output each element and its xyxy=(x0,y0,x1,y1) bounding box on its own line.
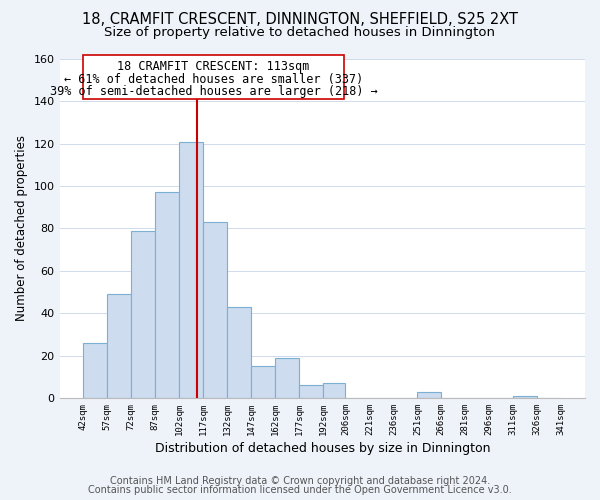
Bar xyxy=(155,192,179,398)
Bar xyxy=(275,358,299,398)
Text: 18, CRAMFIT CRESCENT, DINNINGTON, SHEFFIELD, S25 2XT: 18, CRAMFIT CRESCENT, DINNINGTON, SHEFFI… xyxy=(82,12,518,28)
Bar xyxy=(323,383,346,398)
Bar xyxy=(418,392,441,398)
Bar xyxy=(251,366,275,398)
Bar xyxy=(131,230,155,398)
Text: 18 CRAMFIT CRESCENT: 113sqm: 18 CRAMFIT CRESCENT: 113sqm xyxy=(118,60,310,73)
Text: Size of property relative to detached houses in Dinnington: Size of property relative to detached ho… xyxy=(104,26,496,39)
Bar xyxy=(83,343,107,398)
Text: ← 61% of detached houses are smaller (337): ← 61% of detached houses are smaller (33… xyxy=(64,73,363,86)
Text: Contains HM Land Registry data © Crown copyright and database right 2024.: Contains HM Land Registry data © Crown c… xyxy=(110,476,490,486)
Bar xyxy=(513,396,537,398)
Bar xyxy=(107,294,131,398)
Bar xyxy=(203,222,227,398)
Bar xyxy=(179,142,203,398)
Text: Contains public sector information licensed under the Open Government Licence v3: Contains public sector information licen… xyxy=(88,485,512,495)
Bar xyxy=(227,307,251,398)
Text: 39% of semi-detached houses are larger (218) →: 39% of semi-detached houses are larger (… xyxy=(50,86,377,98)
FancyBboxPatch shape xyxy=(83,55,344,99)
Bar xyxy=(299,385,323,398)
Y-axis label: Number of detached properties: Number of detached properties xyxy=(15,136,28,322)
X-axis label: Distribution of detached houses by size in Dinnington: Distribution of detached houses by size … xyxy=(155,442,490,455)
